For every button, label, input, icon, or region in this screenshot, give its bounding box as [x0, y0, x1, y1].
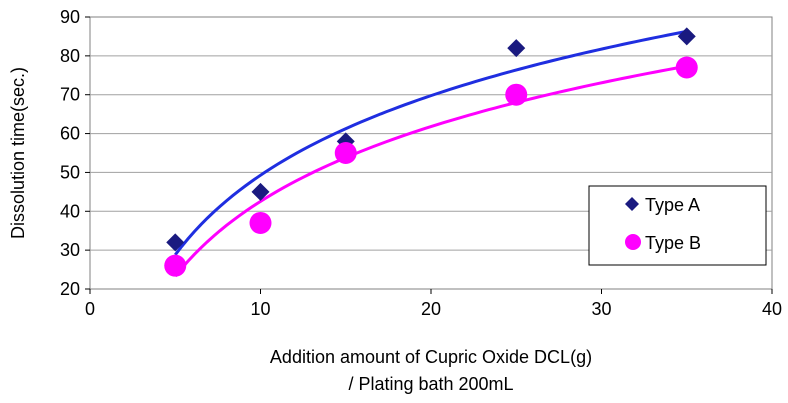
data-points	[164, 27, 698, 277]
legend-marker-type-b	[625, 234, 641, 250]
y-tick-label: 40	[60, 201, 80, 221]
y-tick-label: 70	[60, 85, 80, 105]
y-tick-label: 30	[60, 240, 80, 260]
data-point-series-2	[505, 83, 528, 106]
x-tick-label: 30	[591, 299, 611, 319]
data-point-series-2	[334, 142, 357, 164]
x-axis-ticks: 0 10 20 30 40	[85, 289, 782, 319]
legend-box	[588, 185, 767, 266]
data-point-series-1	[507, 39, 526, 58]
data-point-series-2	[249, 211, 272, 234]
data-point-series-1	[677, 27, 696, 46]
y-tick-label: 20	[60, 279, 80, 299]
trendline-series-1	[174, 29, 688, 256]
y-axis-ticks: 20 30 40 50 60 70 80 90	[60, 7, 90, 299]
trendline-series-2	[174, 64, 688, 278]
data-point-series-2	[675, 56, 698, 79]
legend-marker-type-a	[625, 197, 639, 211]
legend-label-type-a: Type A	[645, 195, 700, 215]
x-tick-label: 40	[762, 299, 782, 319]
y-tick-label: 50	[60, 162, 80, 182]
data-point-series-2	[164, 254, 187, 277]
x-tick-label: 20	[421, 299, 441, 319]
data-point-series-1	[251, 182, 270, 201]
y-tick-label: 80	[60, 46, 80, 66]
legend-label-type-b: Type B	[645, 233, 701, 253]
x-axis-title-line2: / Plating bath 200mL	[348, 374, 513, 394]
y-tick-label: 60	[60, 124, 80, 144]
y-axis-title: Dissolution time(sec.)	[8, 67, 28, 239]
legend: Type A Type B	[588, 185, 767, 266]
data-point-series-1	[166, 233, 185, 252]
y-tick-label: 90	[60, 7, 80, 27]
x-axis-title: Addition amount of Cupric Oxide DCL(g)	[270, 347, 592, 367]
trendlines	[174, 29, 688, 278]
x-tick-label: 0	[85, 299, 95, 319]
x-tick-label: 10	[250, 299, 270, 319]
